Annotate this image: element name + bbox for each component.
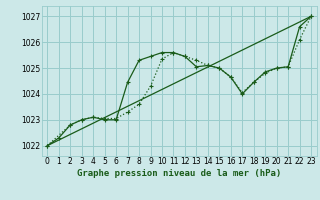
X-axis label: Graphe pression niveau de la mer (hPa): Graphe pression niveau de la mer (hPa) [77, 169, 281, 178]
